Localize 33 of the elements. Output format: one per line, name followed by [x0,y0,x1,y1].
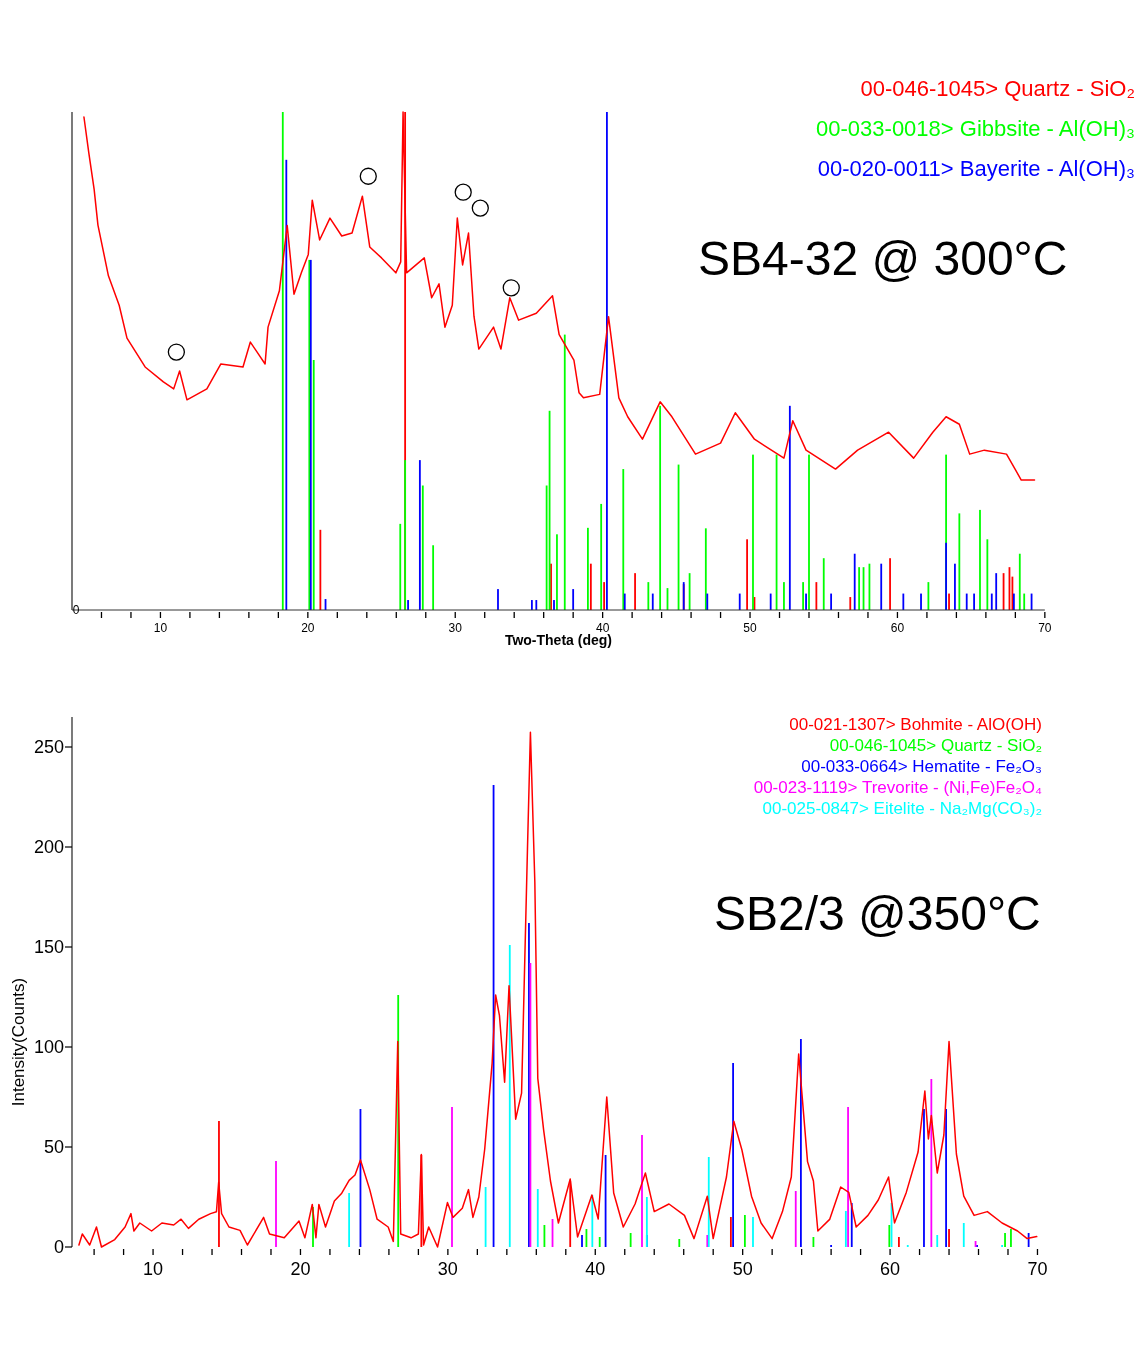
y-tick-label: 50 [43,1137,64,1158]
y-tick-label: 150 [33,937,64,958]
x-tick-label: 40 [595,621,610,635]
text: 00-033-0664> Hematite - Fe₂O₃ [801,757,1042,776]
text: 00-023-1119> Trevorite - (Ni,Fe)Fe₂O₄ [753,778,1043,797]
x-tick-label: 10 [153,621,168,635]
x-tick-label: 50 [732,1259,753,1279]
x-tick-label: 70 [1038,621,1052,635]
annotation: 0 [72,603,80,618]
text: 00-046-1045> Quartz - SiO₂ [860,76,1135,101]
text: 00-046-1045> Quartz - SiO₂ [829,736,1042,755]
y-tick-label: 250 [33,737,64,758]
text: 00-021-1307> Bohmite - AlO(OH) [789,715,1042,734]
text: 00-025-0847> Eitelite - Na₂Mg(CO₃)₂ [762,799,1042,818]
x-tick-label: 30 [437,1259,458,1279]
y-tick-label: 0 [53,1237,64,1258]
x-tick-label: 60 [880,1259,901,1279]
y-tick-label: 100 [33,1037,64,1058]
y-tick-label: 200 [33,837,64,858]
text: SB2/3 @350°C [714,887,1041,940]
x-tick-label: 60 [890,621,905,635]
y-axis-title: Intensity(Counts) [9,977,28,1107]
x-tick-label: 30 [448,621,463,635]
x-tick-label: 20 [301,621,315,635]
x-axis-title: Two-Theta (deg) [504,632,612,648]
x-tick-label: 20 [290,1259,311,1279]
x-tick-label: 70 [1027,1259,1048,1279]
text: 00-020-0011> Bayerite - Al(OH)₃ [817,156,1135,181]
x-tick-label: 40 [585,1259,606,1279]
text: SB4-32 @ 300°C [698,232,1068,285]
x-tick-label: 10 [143,1259,164,1279]
text: 00-033-0018> Gibbsite - Al(OH)₃ [816,116,1135,141]
x-tick-label: 50 [743,621,758,635]
